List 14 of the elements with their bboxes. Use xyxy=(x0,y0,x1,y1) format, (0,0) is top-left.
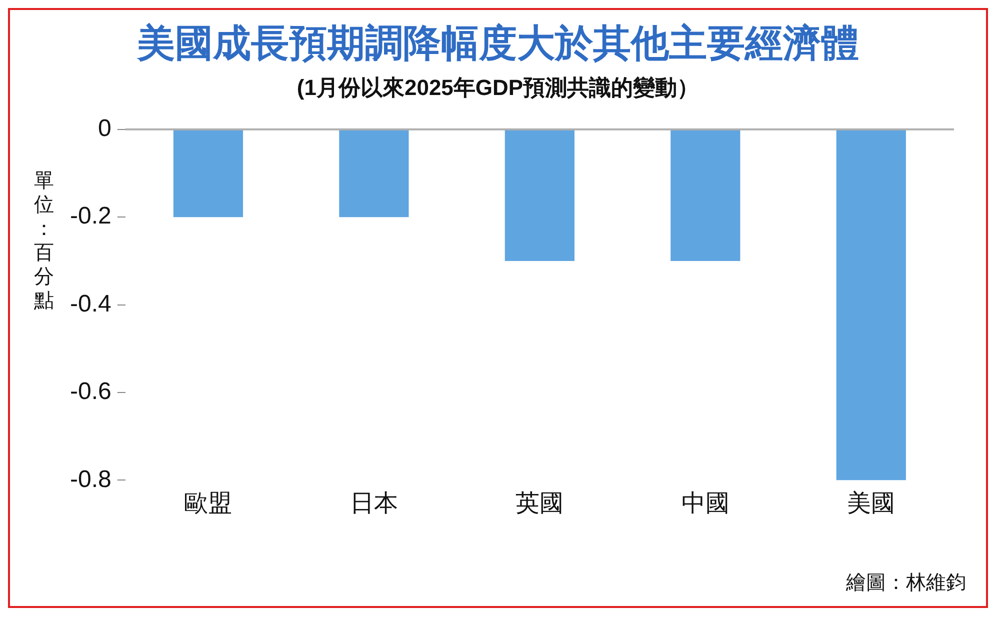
y-tick-label: -0.2 xyxy=(70,202,112,230)
x-tick-label: 中國 xyxy=(681,490,730,518)
x-tick-label: 歐盟 xyxy=(184,490,232,518)
y-axis-title: 單位：百分點 xyxy=(33,169,55,313)
y-tick-label: -0.8 xyxy=(70,466,112,493)
y-tick-label: -0.4 xyxy=(70,290,112,318)
y-tick-label: -0.6 xyxy=(70,378,112,406)
text: 繪圖：林維鈞 xyxy=(846,571,966,596)
x-tick-label: 美國 xyxy=(847,490,896,518)
chart-title: 美國成長預期調降幅度大於其他主要經濟體 xyxy=(136,22,860,67)
x-tick-label: 日本 xyxy=(350,490,398,518)
chart-subtitle: (1月份以來2025年GDP預測共識的變動） xyxy=(296,74,700,102)
x-tick-label: 英國 xyxy=(516,490,564,518)
y-tick-label: 0 xyxy=(98,115,112,142)
